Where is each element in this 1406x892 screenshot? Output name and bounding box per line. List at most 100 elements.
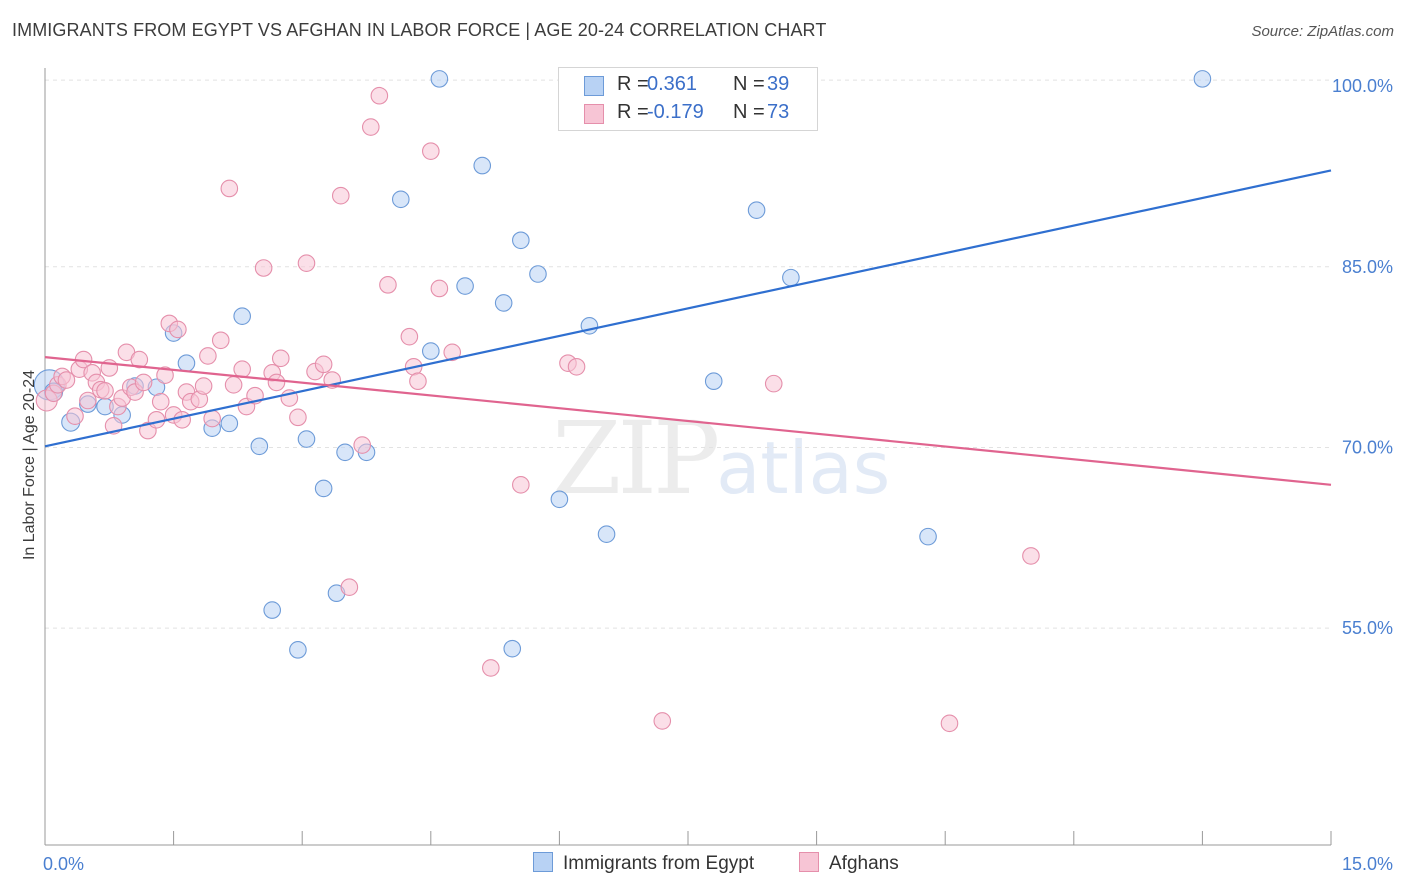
trend-lines — [44, 169, 1332, 486]
chart-title: IMMIGRANTS FROM EGYPT VS AFGHAN IN LABOR… — [12, 20, 827, 40]
egypt-point — [289, 641, 307, 659]
egypt-point — [550, 490, 569, 509]
afghan-point — [169, 320, 187, 339]
watermark-zip: ZIP — [552, 400, 720, 517]
legend-swatch-afghans — [799, 852, 819, 872]
afghan-point — [430, 279, 449, 298]
gridlines — [45, 79, 1331, 629]
afghan-point — [297, 254, 316, 272]
afghan-point — [79, 391, 97, 410]
x-tick-label: 15.0% — [1342, 854, 1393, 874]
afghan-point — [653, 712, 672, 730]
afghan-trend-line — [44, 356, 1332, 486]
legend-r-label: R = — [617, 101, 649, 123]
legend-n-label: N = — [733, 101, 765, 123]
egypt-point — [250, 437, 269, 456]
afghan-point — [224, 376, 243, 394]
afghan-point — [421, 142, 440, 160]
egypt-point — [747, 201, 766, 219]
zipatlas-watermark: ZIPatlas — [552, 400, 890, 517]
afghan-point — [400, 327, 419, 346]
afghan-point — [147, 410, 166, 429]
legend-item-egypt[interactable]: Immigrants from Egypt — [533, 852, 754, 875]
afghan-point — [482, 659, 500, 677]
egypt-point — [704, 372, 723, 391]
egypt-point — [177, 354, 196, 372]
afghan-point — [194, 377, 213, 395]
series-afghans — [35, 70, 1040, 733]
y-tick-label: 55.0% — [1342, 618, 1393, 638]
legend-r-label: R = — [617, 73, 649, 95]
afghan-point — [314, 355, 333, 374]
afghan-point — [57, 371, 76, 389]
afghan-point — [233, 360, 251, 378]
axes — [44, 68, 1332, 846]
afghan-point — [220, 179, 239, 198]
x-tick-label: 0.0% — [43, 854, 84, 874]
legend-swatch-egypt — [533, 852, 553, 872]
tick-labels: 55.0% 70.0% 85.0% 100.0% 0.0% 15.0% — [43, 76, 1393, 874]
egypt-point — [919, 527, 937, 546]
afghan-point — [443, 343, 462, 362]
legend-r-value: -0.179 — [647, 101, 704, 123]
egypt-point — [233, 307, 251, 325]
y-axis-label: In Labor Force | Age 20-24 — [21, 369, 38, 561]
afghan-point — [173, 410, 191, 429]
legend-label-afghans: Afghans — [829, 853, 899, 874]
egypt-point — [512, 231, 530, 250]
afghan-point — [764, 374, 783, 393]
egypt-point — [336, 443, 354, 462]
afghan-point — [134, 373, 153, 392]
afghan-point — [66, 407, 84, 425]
series-egypt — [33, 70, 1212, 659]
legend-n-label: N = — [733, 73, 765, 95]
afghan-point — [353, 436, 372, 454]
afghan-point — [267, 373, 286, 392]
afghan-point — [199, 347, 217, 365]
egypt-trend-line — [44, 169, 1332, 448]
egypt-point — [529, 265, 547, 283]
legend-item-afghans[interactable]: Afghans — [799, 852, 899, 875]
y-tick-label: 70.0% — [1342, 437, 1393, 457]
egypt-point — [297, 430, 316, 448]
afghan-point — [1022, 547, 1040, 565]
afghan-point — [940, 714, 959, 733]
afghan-point — [271, 349, 290, 368]
afghan-point — [379, 276, 397, 294]
afghan-point — [203, 409, 221, 428]
afghan-point — [340, 578, 359, 597]
egypt-point — [314, 479, 333, 498]
afghan-point — [409, 372, 427, 391]
egypt-point — [473, 156, 492, 175]
legend-swatch-afghans — [584, 104, 604, 124]
watermark-atlas: atlas — [716, 426, 891, 510]
egypt-point — [220, 414, 239, 433]
afghan-point — [289, 408, 307, 427]
afghan-point — [156, 366, 174, 385]
afghan-point — [370, 86, 389, 105]
egypt-point — [494, 294, 513, 312]
legend-stats: R = 0.361 N = 39 R = -0.179 N = 73 — [558, 67, 818, 131]
legend-n-value: 73 — [767, 101, 790, 123]
afghan-point — [130, 350, 149, 369]
egypt-point — [782, 268, 800, 287]
y-tick-label: 85.0% — [1342, 257, 1393, 277]
egypt-point — [1193, 70, 1212, 88]
egypt-point — [456, 277, 474, 295]
legend-r-value: 0.361 — [647, 73, 698, 95]
egypt-point — [503, 639, 522, 658]
afghan-point — [512, 476, 530, 494]
afghan-point — [96, 382, 114, 400]
afghan-point — [361, 118, 380, 136]
afghan-point — [211, 331, 230, 350]
egypt-point — [263, 601, 281, 619]
afghan-point — [567, 357, 586, 376]
y-tick-label: 100.0% — [1332, 76, 1393, 96]
egypt-point — [391, 190, 410, 209]
legend-label-egypt: Immigrants from Egypt — [563, 853, 755, 874]
legend-n-value: 39 — [767, 73, 790, 95]
afghan-point — [331, 186, 350, 205]
afghan-point — [254, 259, 273, 277]
legend-swatch-egypt — [584, 76, 604, 96]
